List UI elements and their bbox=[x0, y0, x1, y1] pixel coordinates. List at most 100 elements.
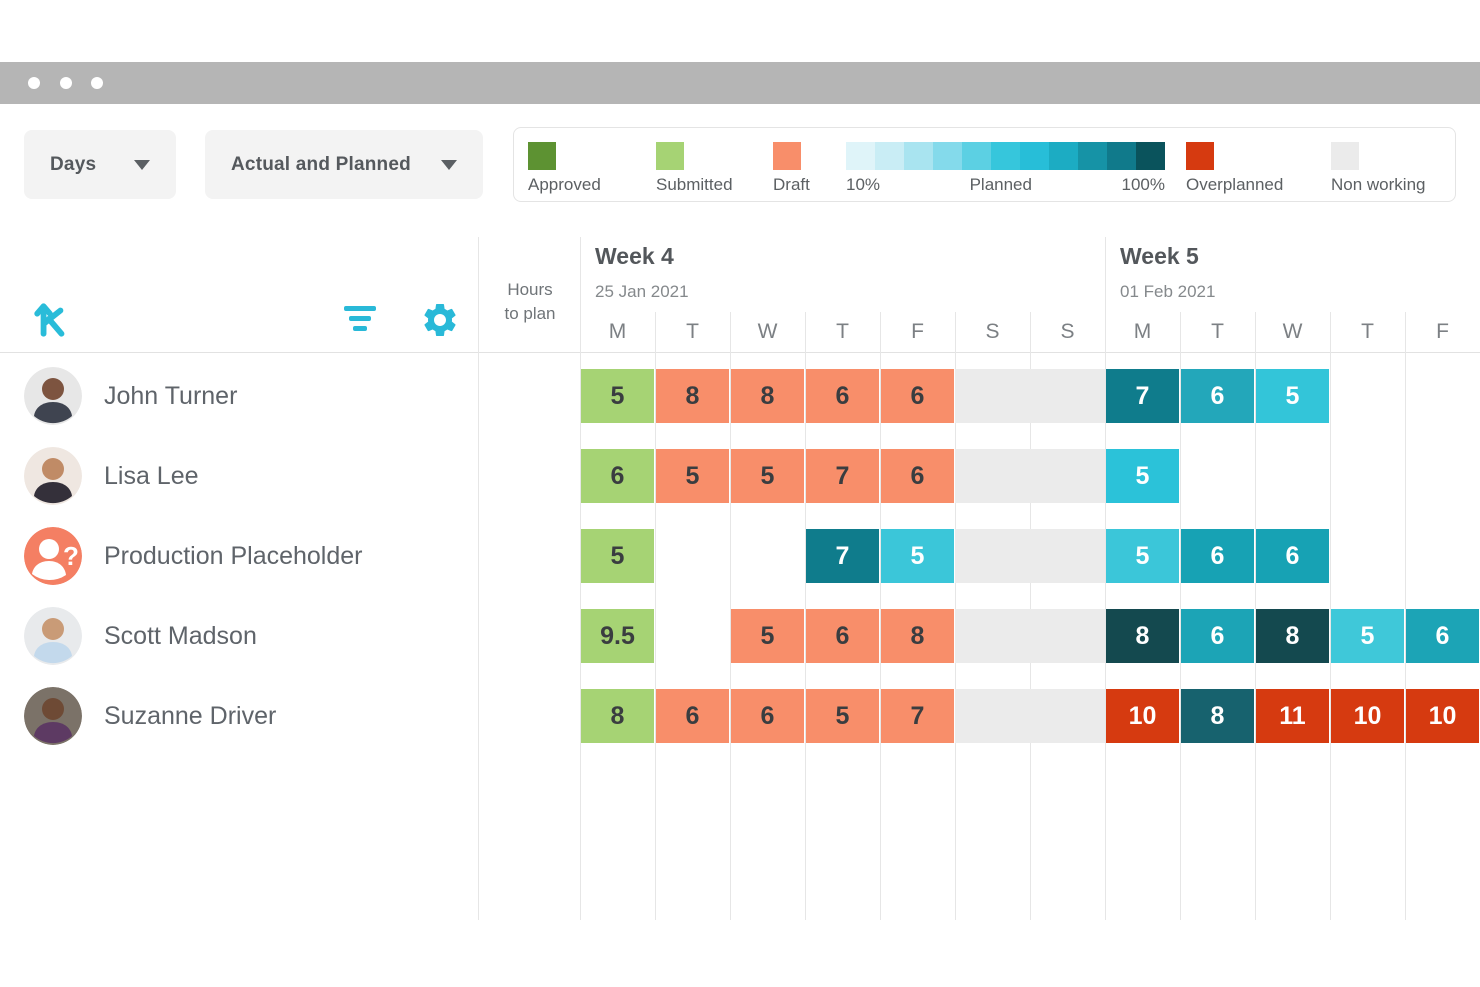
cell-overplanned[interactable]: 10 bbox=[1406, 689, 1479, 743]
week-divider bbox=[1105, 237, 1106, 920]
cell-draft[interactable]: 5 bbox=[656, 449, 729, 503]
cell-planned[interactable]: 8 bbox=[1106, 609, 1179, 663]
legend-gradient-step bbox=[933, 142, 962, 170]
legend-gradient-left-label: 10% bbox=[846, 175, 881, 194]
cell-overplanned[interactable]: 11 bbox=[1256, 689, 1329, 743]
cell-draft[interactable]: 8 bbox=[881, 609, 954, 663]
legend-swatch-submitted bbox=[656, 142, 684, 170]
cell-planned[interactable]: 6 bbox=[1181, 529, 1254, 583]
legend-label: Draft bbox=[773, 175, 810, 194]
cell-planned[interactable]: 5 bbox=[1106, 529, 1179, 583]
view-mode-dropdown-label: Actual and Planned bbox=[231, 153, 411, 175]
legend-gradient-step bbox=[962, 142, 991, 170]
legend-gradient-step bbox=[846, 142, 875, 170]
legend-gradient-step bbox=[1049, 142, 1078, 170]
person-name[interactable]: John Turner bbox=[104, 381, 238, 410]
cell-planned[interactable]: 7 bbox=[1106, 369, 1179, 423]
filter-icon[interactable] bbox=[342, 305, 378, 340]
cell-draft[interactable]: 5 bbox=[806, 689, 879, 743]
chevron-down-icon bbox=[441, 159, 457, 170]
cell-draft[interactable]: 6 bbox=[731, 689, 804, 743]
avatar[interactable] bbox=[24, 687, 82, 745]
day-header-w: W bbox=[1282, 320, 1303, 343]
avatar[interactable] bbox=[24, 607, 82, 665]
cell-non-working[interactable] bbox=[1030, 529, 1105, 583]
cell-non-working[interactable] bbox=[955, 369, 1030, 423]
week-divider bbox=[580, 237, 581, 920]
legend-gradient-step bbox=[875, 142, 904, 170]
cell-draft[interactable]: 6 bbox=[656, 689, 729, 743]
cell-draft[interactable]: 8 bbox=[656, 369, 729, 423]
cell-non-working[interactable] bbox=[1030, 369, 1105, 423]
cell-planned[interactable]: 6 bbox=[1181, 369, 1254, 423]
day-header-f: F bbox=[1436, 320, 1449, 343]
day-header-t: T bbox=[686, 320, 699, 343]
cell-non-working[interactable] bbox=[955, 529, 1030, 583]
gear-icon[interactable] bbox=[420, 300, 460, 345]
cell-submitted[interactable]: 5 bbox=[581, 529, 654, 583]
legend-swatch-overplanned bbox=[1186, 142, 1214, 170]
panel-divider bbox=[478, 237, 479, 920]
cell-non-working[interactable] bbox=[1030, 449, 1105, 503]
cell-planned[interactable]: 8 bbox=[1256, 609, 1329, 663]
cell-draft[interactable]: 6 bbox=[806, 369, 879, 423]
cell-non-working[interactable] bbox=[1030, 689, 1105, 743]
day-header-s: S bbox=[1060, 320, 1075, 343]
legend-swatch-draft bbox=[773, 142, 801, 170]
cell-submitted[interactable]: 9.5 bbox=[581, 609, 654, 663]
cell-planned[interactable]: 8 bbox=[1181, 689, 1254, 743]
cell-draft[interactable]: 6 bbox=[881, 449, 954, 503]
legend-gradient-step bbox=[1107, 142, 1136, 170]
cell-non-working[interactable] bbox=[955, 689, 1030, 743]
cell-overplanned[interactable]: 10 bbox=[1331, 689, 1404, 743]
cell-planned[interactable]: 5 bbox=[1331, 609, 1404, 663]
cell-draft[interactable]: 7 bbox=[881, 689, 954, 743]
legend-label: Submitted bbox=[656, 175, 733, 194]
person-name[interactable]: Production Placeholder bbox=[104, 541, 363, 570]
legend-swatch-approved bbox=[528, 142, 556, 170]
cell-planned[interactable]: 7 bbox=[806, 529, 879, 583]
avatar[interactable] bbox=[24, 447, 82, 505]
cell-draft[interactable]: 7 bbox=[806, 449, 879, 503]
cell-submitted[interactable]: 5 bbox=[581, 369, 654, 423]
cell-draft[interactable]: 5 bbox=[731, 609, 804, 663]
cell-draft[interactable]: 5 bbox=[731, 449, 804, 503]
day-header-m: M bbox=[1133, 320, 1152, 343]
cell-non-working[interactable] bbox=[955, 609, 1030, 663]
person-name[interactable]: Scott Madson bbox=[104, 621, 257, 650]
legend-gradient-labels: 10% Planned 100% bbox=[846, 175, 1165, 195]
cell-draft[interactable]: 6 bbox=[806, 609, 879, 663]
avatar[interactable] bbox=[24, 367, 82, 425]
cell-planned[interactable]: 6 bbox=[1406, 609, 1479, 663]
cell-non-working[interactable] bbox=[1030, 609, 1105, 663]
cell-planned[interactable]: 5 bbox=[881, 529, 954, 583]
timescale-dropdown-label: Days bbox=[50, 153, 97, 175]
cell-draft[interactable]: 8 bbox=[731, 369, 804, 423]
cell-planned[interactable]: 6 bbox=[1181, 609, 1254, 663]
cell-planned[interactable]: 5 bbox=[1106, 449, 1179, 503]
cell-non-working[interactable] bbox=[955, 449, 1030, 503]
legend-gradient-right-label: 100% bbox=[1121, 175, 1165, 194]
legend-label: Approved bbox=[528, 175, 601, 194]
cell-draft[interactable]: 6 bbox=[881, 369, 954, 423]
cell-submitted[interactable]: 6 bbox=[581, 449, 654, 503]
avatar[interactable]: ? bbox=[24, 527, 82, 585]
legend-label: Non working bbox=[1331, 175, 1426, 194]
day-divider bbox=[1180, 312, 1181, 920]
legend-gradient-bar bbox=[846, 142, 1165, 170]
day-divider bbox=[1255, 312, 1256, 920]
week5-date: 01 Feb 2021 bbox=[1120, 282, 1216, 301]
day-header-m: M bbox=[608, 320, 627, 343]
timescale-dropdown[interactable]: Days bbox=[24, 130, 176, 199]
day-header-f: F bbox=[911, 320, 924, 343]
view-mode-dropdown[interactable]: Actual and Planned bbox=[205, 130, 483, 199]
person-name[interactable]: Lisa Lee bbox=[104, 461, 199, 490]
cell-overplanned[interactable]: 10 bbox=[1106, 689, 1179, 743]
day-header-t: T bbox=[1211, 320, 1224, 343]
chevron-down-icon bbox=[134, 159, 150, 170]
cell-planned[interactable]: 6 bbox=[1256, 529, 1329, 583]
person-name[interactable]: Suzanne Driver bbox=[104, 701, 277, 730]
cell-submitted[interactable]: 8 bbox=[581, 689, 654, 743]
cell-planned[interactable]: 5 bbox=[1256, 369, 1329, 423]
